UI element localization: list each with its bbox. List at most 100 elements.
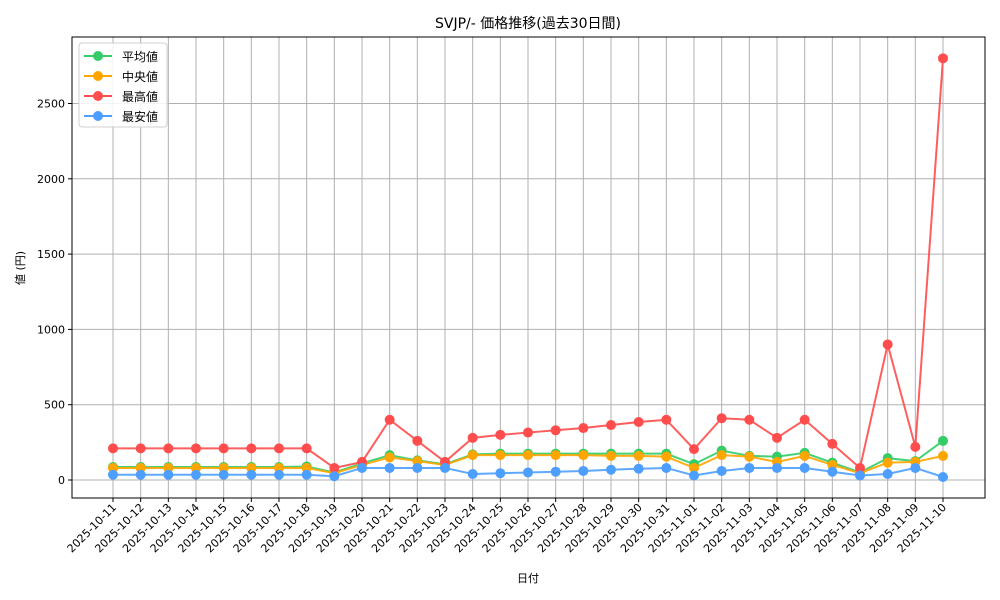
data-point <box>495 450 506 461</box>
data-point <box>301 469 312 480</box>
data-point <box>274 443 284 454</box>
data-point <box>550 425 561 436</box>
data-point <box>882 468 893 479</box>
data-point <box>606 464 616 475</box>
data-point <box>218 443 229 454</box>
data-point <box>412 462 423 473</box>
data-point <box>689 462 699 473</box>
y-tick-label: 2000 <box>37 173 65 186</box>
data-point <box>218 469 229 480</box>
legend-label: 中央値 <box>122 69 158 84</box>
data-point <box>799 450 810 461</box>
data-point <box>744 414 755 425</box>
data-point <box>246 443 257 454</box>
legend-label: 最高値 <box>122 89 158 104</box>
legend-label: 平均値 <box>122 49 158 64</box>
x-axis-ticks: 2025-10-112025-10-122025-10-132025-10-14… <box>65 498 949 555</box>
data-point <box>633 463 644 474</box>
data-point <box>578 423 589 434</box>
y-tick-label: 0 <box>58 474 65 487</box>
data-point <box>357 462 367 473</box>
data-point <box>938 53 948 64</box>
data-point <box>772 462 782 473</box>
legend-box <box>78 42 168 128</box>
data-point <box>938 435 948 446</box>
data-point <box>799 414 810 425</box>
y-axis-label: 値 (円) <box>14 251 27 285</box>
chart-title: SVJP/- 価格推移(過去30日間) <box>435 16 621 32</box>
data-point <box>108 443 118 454</box>
series-最安値 <box>108 462 948 482</box>
data-point <box>938 471 948 482</box>
data-point <box>744 451 755 462</box>
data-point <box>882 457 893 468</box>
data-point <box>910 462 921 473</box>
series-layer <box>108 53 948 482</box>
y-tick-label: 2500 <box>37 98 65 111</box>
data-point <box>827 438 838 449</box>
data-point <box>384 452 395 463</box>
data-point <box>495 468 506 479</box>
data-point <box>716 465 727 476</box>
data-point <box>744 462 755 473</box>
series-最高値 <box>108 53 948 473</box>
data-point <box>855 470 865 481</box>
data-point <box>191 469 201 480</box>
data-point <box>495 429 506 440</box>
data-point <box>163 443 174 454</box>
data-point <box>606 450 616 461</box>
y-tick-label: 500 <box>44 399 65 412</box>
data-point <box>550 466 561 477</box>
data-point <box>329 462 340 473</box>
legend-label: 最安値 <box>122 109 158 124</box>
data-point <box>910 441 921 452</box>
data-point <box>606 420 616 431</box>
data-point <box>661 451 672 462</box>
data-point <box>467 450 478 461</box>
data-point <box>716 413 727 424</box>
data-point <box>661 462 672 473</box>
data-point <box>938 450 948 461</box>
data-point <box>855 462 865 473</box>
data-point <box>523 427 533 438</box>
data-point <box>716 450 727 461</box>
data-point <box>301 443 312 454</box>
data-point <box>550 450 561 461</box>
data-point <box>633 450 644 461</box>
y-tick-label: 1000 <box>37 323 65 336</box>
data-point <box>772 432 782 443</box>
data-point <box>163 469 174 480</box>
legend-marker-icon <box>93 51 103 61</box>
data-point <box>827 466 838 477</box>
data-point <box>384 414 395 425</box>
x-axis-label: 日付 <box>517 572 539 585</box>
data-point <box>578 465 589 476</box>
data-point <box>440 462 450 473</box>
data-point <box>384 462 395 473</box>
legend-marker-icon <box>93 71 103 81</box>
data-point <box>246 469 257 480</box>
data-point <box>467 468 478 479</box>
y-axis-ticks: 0 500 1000 1500 2000 2500 <box>37 98 72 487</box>
data-point <box>523 450 533 461</box>
data-point <box>661 414 672 425</box>
data-point <box>799 462 810 473</box>
data-point <box>467 432 478 443</box>
data-point <box>191 443 201 454</box>
series-中央値 <box>108 450 948 479</box>
data-point <box>135 469 146 480</box>
data-point <box>108 469 118 480</box>
data-point <box>689 470 699 481</box>
y-tick-label: 1500 <box>37 248 65 261</box>
data-point <box>412 435 423 446</box>
data-point <box>578 450 589 461</box>
legend-marker-icon <box>93 91 103 101</box>
data-point <box>633 417 644 428</box>
legend-marker-icon <box>93 111 103 121</box>
data-point <box>882 339 893 350</box>
data-point <box>274 469 284 480</box>
data-point <box>689 444 699 455</box>
data-point <box>523 467 533 478</box>
